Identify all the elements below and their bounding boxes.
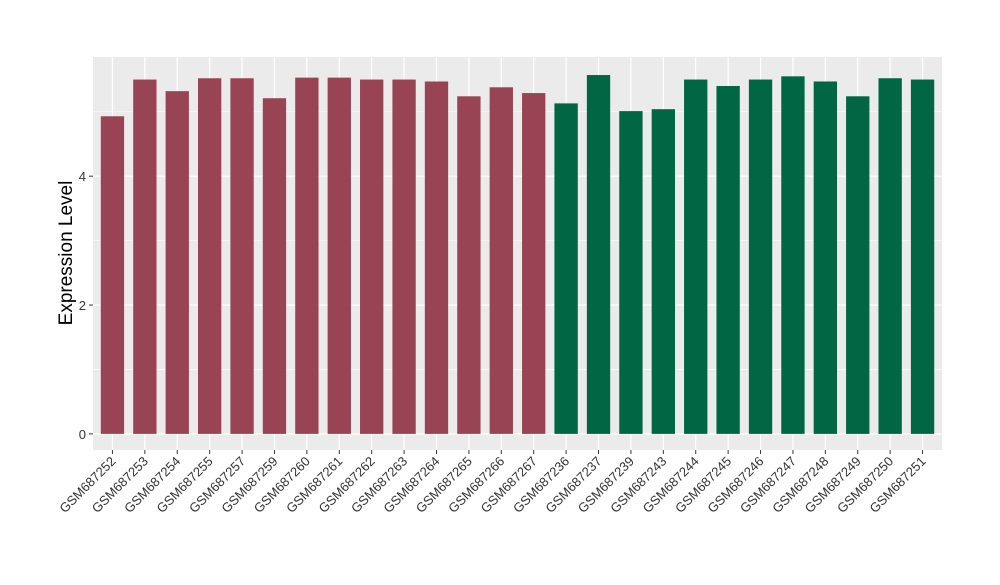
x-axis: GSM687252GSM687253GSM687254GSM687255GSM6… bbox=[56, 450, 929, 516]
bar-GSM687251 bbox=[910, 79, 935, 434]
bar-GSM687249 bbox=[846, 96, 870, 434]
bar-GSM687248 bbox=[813, 81, 838, 434]
bar-GSM687263 bbox=[392, 79, 416, 434]
bar-GSM687266 bbox=[489, 87, 513, 434]
bar-GSM687252 bbox=[100, 116, 125, 434]
bar-GSM687259 bbox=[262, 98, 287, 434]
bar-GSM687247 bbox=[781, 76, 805, 434]
y-axis-label: Expression Level bbox=[56, 181, 77, 326]
bar-GSM687265 bbox=[457, 96, 481, 434]
bar-GSM687257 bbox=[230, 78, 254, 434]
y-axis: 0 2 4 bbox=[79, 169, 93, 442]
y-tick-label: 4 bbox=[79, 169, 86, 184]
bar-GSM687255 bbox=[197, 78, 222, 434]
bars bbox=[100, 75, 935, 434]
bar-GSM687264 bbox=[424, 81, 449, 434]
bar-GSM687246 bbox=[748, 79, 773, 434]
bar-GSM687267 bbox=[522, 93, 546, 434]
bar-GSM687260 bbox=[295, 77, 319, 434]
bar-GSM687253 bbox=[133, 79, 157, 434]
y-tick-label: 2 bbox=[79, 298, 86, 313]
bar-GSM687243 bbox=[651, 109, 675, 434]
bar-GSM687245 bbox=[716, 85, 740, 434]
bar-GSM687239 bbox=[619, 111, 643, 434]
bar-GSM687236 bbox=[554, 103, 578, 434]
y-tick-label: 0 bbox=[79, 427, 86, 442]
bar-GSM687250 bbox=[878, 78, 902, 434]
bar-GSM687261 bbox=[327, 77, 351, 434]
bar-GSM687244 bbox=[684, 79, 708, 434]
bar-GSM687262 bbox=[360, 79, 384, 434]
bar-GSM687254 bbox=[165, 91, 189, 434]
bar-GSM687237 bbox=[586, 75, 611, 434]
